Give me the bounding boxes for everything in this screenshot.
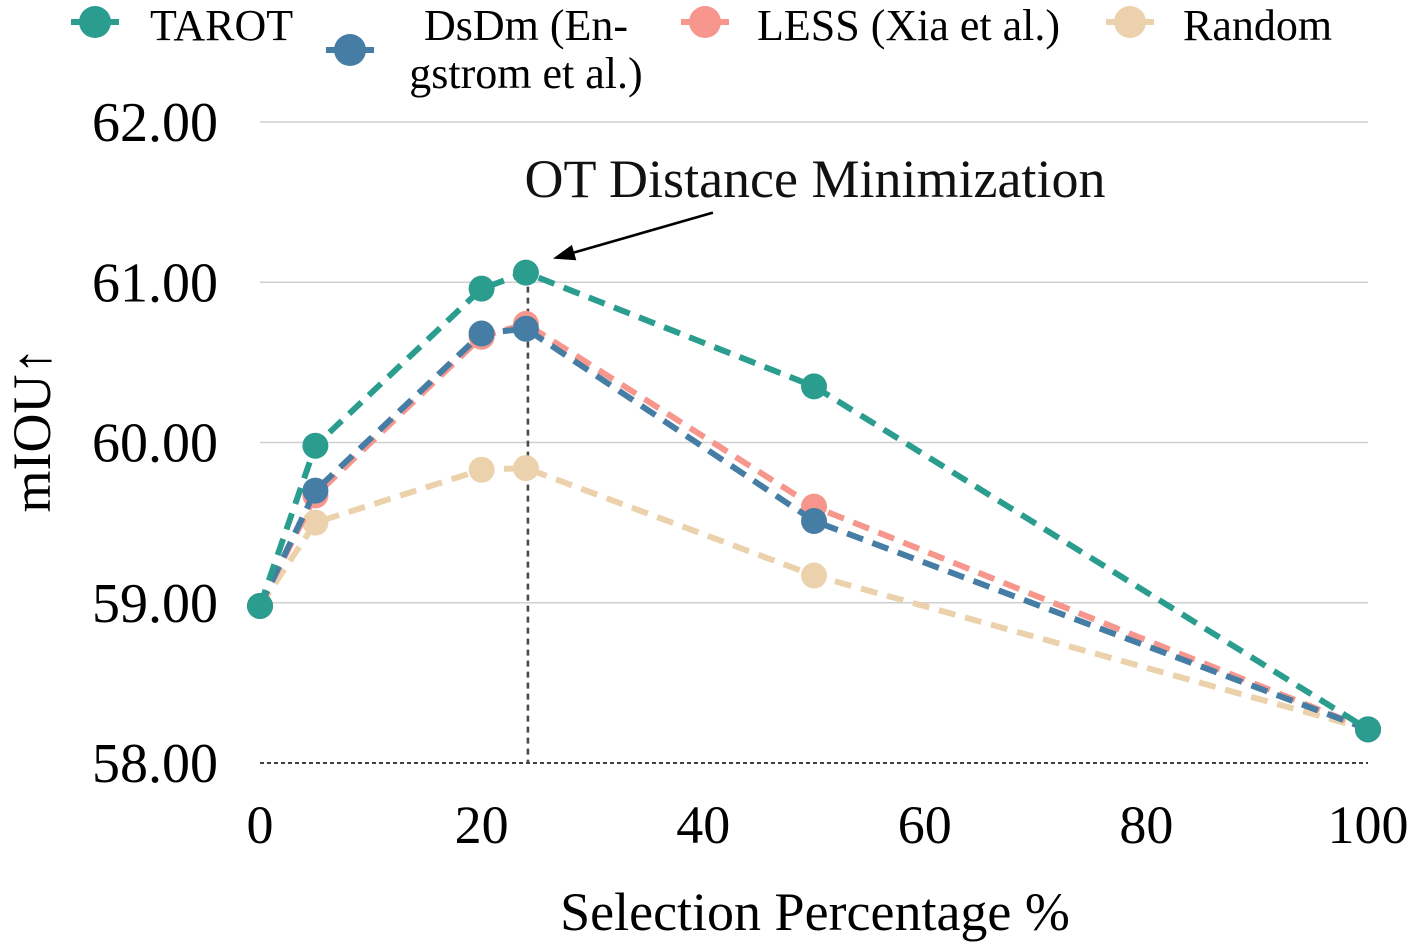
series-layer <box>247 259 1381 743</box>
series-tarot <box>247 259 1381 743</box>
data-point-dsdm <box>468 320 495 347</box>
data-point-random <box>302 509 329 536</box>
data-point-random <box>468 456 495 483</box>
data-point-tarot <box>801 373 827 400</box>
series-line-random <box>257 465 1369 733</box>
legend-marker <box>334 34 366 66</box>
x-tick-label: 60 <box>898 795 952 855</box>
annotation-text: OT Distance Minimization <box>525 149 1106 209</box>
series-line-dsdm <box>257 325 1370 733</box>
data-point-random <box>801 562 827 589</box>
annotation-layer: OT Distance Minimization <box>525 149 1106 261</box>
data-point-tarot <box>247 592 273 619</box>
data-point-tarot <box>1355 716 1381 743</box>
legend-item: Random <box>1106 1 1332 50</box>
legend-label: TAROT <box>150 1 293 50</box>
ticks-layer: 58.00 59.00 60.00 61.00 62.00 0 20 40 60 80 100 <box>92 92 1409 855</box>
legend-label: DsDm (En- <box>424 1 628 50</box>
legend-item: LESS (Xia et al.) <box>681 1 1060 50</box>
legend-marker <box>689 6 721 38</box>
y-axis-label: mIOU↑ <box>2 348 62 513</box>
data-point-dsdm <box>512 315 539 342</box>
legend-label: gstrom et al.) <box>409 49 642 98</box>
legend-label: LESS (Xia et al.) <box>757 1 1060 50</box>
legend: TAROT DsDm (En-gstrom et al.) LESS (Xia et… <box>71 1 1332 98</box>
y-tick-label: 61.00 <box>92 252 218 314</box>
x-tick-label: 20 <box>455 795 509 855</box>
data-point-random <box>512 455 539 482</box>
y-tick-label: 59.00 <box>92 573 218 635</box>
y-tick-label: 62.00 <box>92 92 218 154</box>
data-point-dsdm <box>801 508 827 535</box>
x-axis-label: Selection Percentage % <box>560 882 1070 942</box>
y-tick-label: 58.00 <box>92 733 218 795</box>
data-point-tarot <box>302 432 329 459</box>
legend-item: TAROT <box>71 1 293 50</box>
series-line-tarot <box>257 269 1370 732</box>
data-point-dsdm <box>302 477 329 504</box>
x-tick-label: 80 <box>1119 795 1173 855</box>
x-tick-label: 100 <box>1328 795 1409 855</box>
data-point-tarot <box>468 275 495 302</box>
legend-label: Random <box>1183 1 1332 50</box>
annotation-arrow <box>573 211 714 254</box>
grid-layer <box>260 121 1368 764</box>
legend-item: DsDm (En-gstrom et al.) <box>326 1 643 98</box>
legend-marker <box>79 6 111 38</box>
x-tick-label: 0 <box>247 795 274 855</box>
x-tick-label: 40 <box>676 795 730 855</box>
data-point-tarot <box>512 259 539 286</box>
series-random <box>247 455 1381 743</box>
legend-marker <box>1114 6 1146 38</box>
y-tick-label: 60.00 <box>92 413 218 475</box>
series-line-less <box>257 320 1370 733</box>
annotation-arrowhead <box>552 244 577 261</box>
